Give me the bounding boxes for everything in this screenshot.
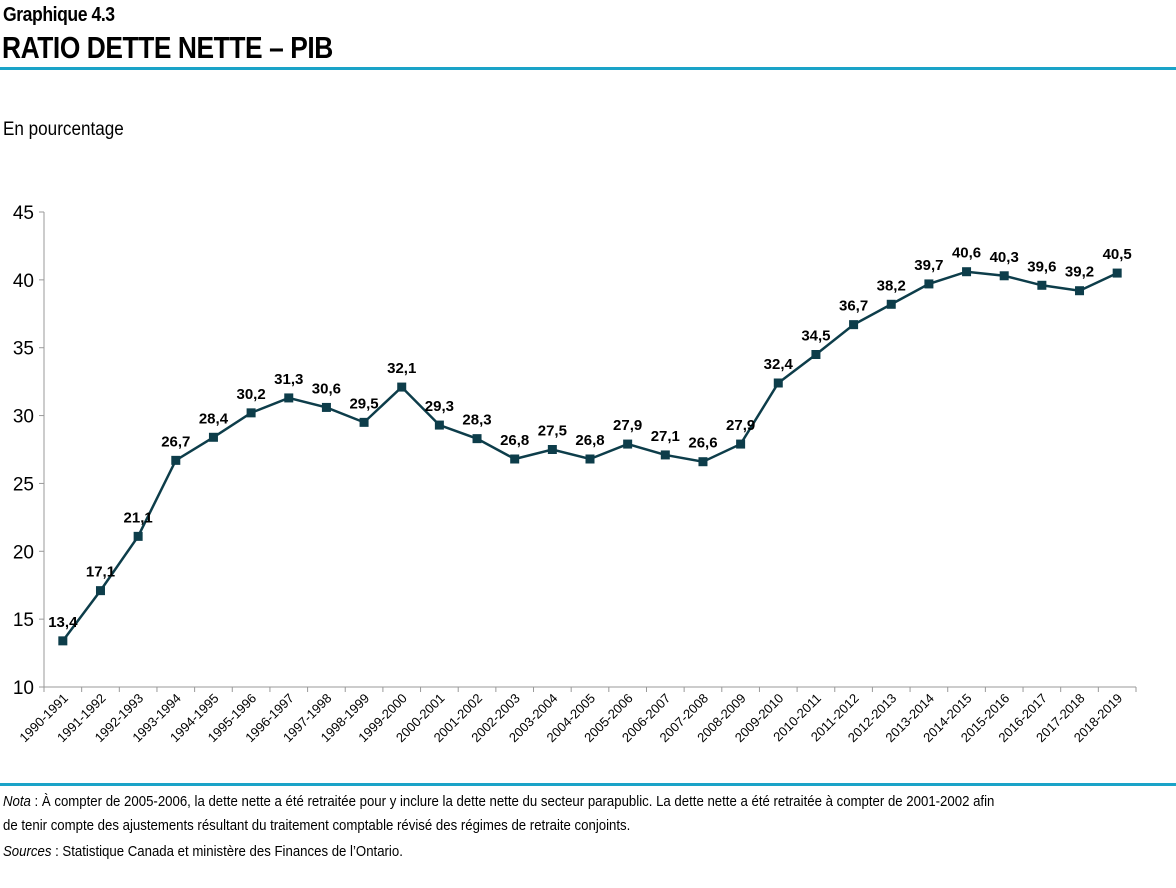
chart-title: RATIO DETTE NETTE – PIB xyxy=(2,30,333,65)
data-point xyxy=(1037,280,1047,290)
data-point xyxy=(962,267,972,277)
data-label: 39,6 xyxy=(1027,258,1056,275)
y-tick-label: 35 xyxy=(13,339,34,360)
line-chart: 10152025303540451990-19911991-19921992-1… xyxy=(13,203,1137,745)
data-point xyxy=(397,382,407,392)
data-label: 21,1 xyxy=(124,509,153,526)
data-point xyxy=(811,350,821,359)
y-tick-label: 40 xyxy=(13,271,34,292)
data-label: 31,3 xyxy=(274,371,303,388)
data-label: 27,1 xyxy=(651,428,680,445)
data-point xyxy=(623,439,633,449)
sources-label: Sources xyxy=(3,843,52,860)
data-label: 28,3 xyxy=(462,412,491,429)
data-label: 34,5 xyxy=(801,328,830,345)
nota-text: : À compter de 2005-2006, la dette nette… xyxy=(30,793,995,810)
data-label: 29,3 xyxy=(425,398,454,415)
data-point xyxy=(58,636,68,646)
data-point xyxy=(999,271,1009,281)
data-label: 29,5 xyxy=(349,395,378,412)
data-point xyxy=(321,402,331,412)
chart-kicker: Graphique 4.3 xyxy=(3,4,115,26)
data-label: 36,7 xyxy=(839,298,868,315)
data-point xyxy=(246,408,256,418)
nota-line-2: de tenir compte des ajustements résultan… xyxy=(3,817,631,834)
data-point xyxy=(133,531,143,541)
data-point xyxy=(472,434,482,444)
data-label: 28,4 xyxy=(199,410,229,427)
y-tick-label: 30 xyxy=(13,407,34,428)
data-point xyxy=(171,455,181,465)
data-label: 13,4 xyxy=(48,614,78,631)
data-label: 26,7 xyxy=(161,433,190,450)
data-label: 27,5 xyxy=(538,423,567,440)
data-point xyxy=(208,432,218,442)
data-label: 17,1 xyxy=(86,564,115,581)
data-label: 40,3 xyxy=(990,249,1019,266)
title-rule xyxy=(0,67,1176,70)
y-tick-label: 15 xyxy=(13,610,34,631)
data-label: 32,1 xyxy=(387,360,416,377)
nota-line-1: Nota : À compter de 2005-2006, la dette … xyxy=(3,793,994,810)
data-point xyxy=(736,439,746,449)
y-tick-label: 20 xyxy=(13,542,34,563)
data-point xyxy=(585,454,595,464)
footer-rule xyxy=(0,783,1176,786)
data-point xyxy=(1075,286,1085,296)
data-label: 39,2 xyxy=(1065,264,1094,281)
data-label: 27,9 xyxy=(613,417,642,434)
data-label: 40,5 xyxy=(1103,246,1132,263)
data-point xyxy=(434,420,444,430)
data-label: 32,4 xyxy=(764,356,794,373)
data-point xyxy=(359,417,369,427)
sources-line: Sources : Statistique Canada et ministèr… xyxy=(3,843,403,860)
data-label: 26,8 xyxy=(575,432,604,449)
data-point xyxy=(284,393,294,403)
data-label: 39,7 xyxy=(914,257,943,274)
data-point xyxy=(773,378,783,388)
nota-label: Nota xyxy=(3,793,31,810)
y-tick-label: 45 xyxy=(13,203,34,224)
data-point xyxy=(1112,268,1122,278)
data-label: 38,2 xyxy=(877,277,906,294)
data-label: 30,6 xyxy=(312,380,341,397)
data-point xyxy=(510,454,520,464)
data-point xyxy=(924,279,934,289)
sources-text: : Statistique Canada et ministère des Fi… xyxy=(51,843,403,860)
data-point xyxy=(886,299,896,309)
data-point xyxy=(95,586,105,596)
data-label: 26,8 xyxy=(500,432,529,449)
data-label: 40,6 xyxy=(952,245,981,262)
data-point xyxy=(698,457,708,467)
data-label: 30,2 xyxy=(237,386,266,403)
data-label: 27,9 xyxy=(726,417,755,434)
data-point xyxy=(547,445,557,454)
unit-label: En pourcentage xyxy=(3,119,124,140)
data-point xyxy=(660,450,670,460)
y-tick-label: 25 xyxy=(13,474,34,495)
y-tick-label: 10 xyxy=(13,678,34,699)
data-label: 26,6 xyxy=(688,435,717,452)
data-point xyxy=(849,320,859,330)
